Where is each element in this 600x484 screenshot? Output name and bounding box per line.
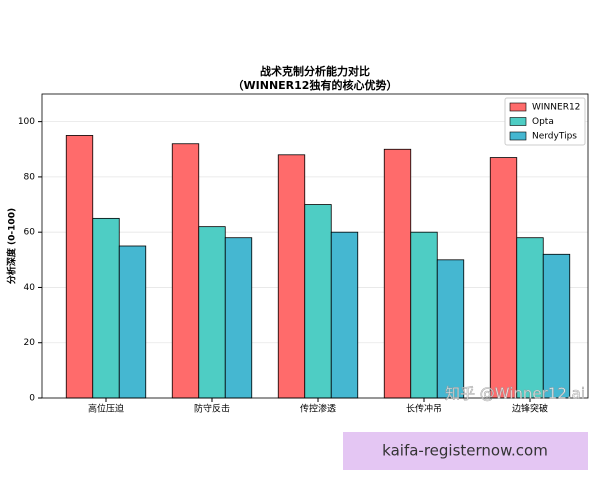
- bar: [410, 231, 438, 399]
- bar: [330, 231, 359, 399]
- legend: WINNER12 Opta NerdyTips: [504, 97, 586, 146]
- x-tick-label: 长传冲吊: [406, 403, 442, 415]
- axes-frame: [41, 93, 589, 399]
- bar: [489, 157, 518, 399]
- bar: [436, 259, 465, 399]
- bar: [65, 135, 94, 399]
- bar: [224, 237, 253, 399]
- legend-swatch: [509, 117, 527, 126]
- legend-swatch: [509, 102, 527, 112]
- y-tick-label: 20: [24, 338, 36, 348]
- bar: [118, 245, 147, 399]
- y-tick-label: 0: [29, 394, 35, 404]
- watermark: 知乎 @Winner12.ai: [445, 385, 585, 403]
- bar: [171, 143, 200, 399]
- bar: [198, 226, 226, 399]
- bar: [542, 253, 571, 399]
- y-tick-label: 100: [18, 117, 35, 127]
- chart-title: 战术克制分析能力对比: [260, 64, 370, 78]
- x-tick-label: 传控渗透: [300, 403, 336, 415]
- legend-swatch: [509, 131, 527, 141]
- x-tick-label: 高位压迫: [88, 403, 124, 415]
- x-tick-label: 边锋突破: [512, 403, 548, 415]
- y-axis-label: 分析深度 (0-100): [6, 208, 18, 284]
- y-tick-label: 40: [24, 283, 36, 293]
- plot-area: 0 20 40 60 80 100 高位压迫 防守反击 传控渗透 长传冲吊 边锋突破 WINNER12…: [18, 93, 589, 415]
- bar: [516, 237, 544, 399]
- banner-box: [343, 432, 588, 470]
- legend-label: Opta: [532, 117, 554, 127]
- legend-label: NerdyTips: [532, 132, 577, 142]
- banner-text: kaifa-registernow.com: [382, 442, 548, 460]
- chart-subtitle: （WINNER12独有的核心优势）: [233, 78, 398, 92]
- bar: [277, 154, 306, 399]
- x-tick-label: 防守反击: [194, 403, 230, 415]
- y-tick-label: 60: [24, 228, 36, 238]
- legend-label: WINNER12: [532, 103, 580, 113]
- bar: [383, 148, 412, 399]
- bar: [304, 204, 332, 399]
- bar: [92, 217, 120, 399]
- y-tick-label: 80: [24, 172, 36, 182]
